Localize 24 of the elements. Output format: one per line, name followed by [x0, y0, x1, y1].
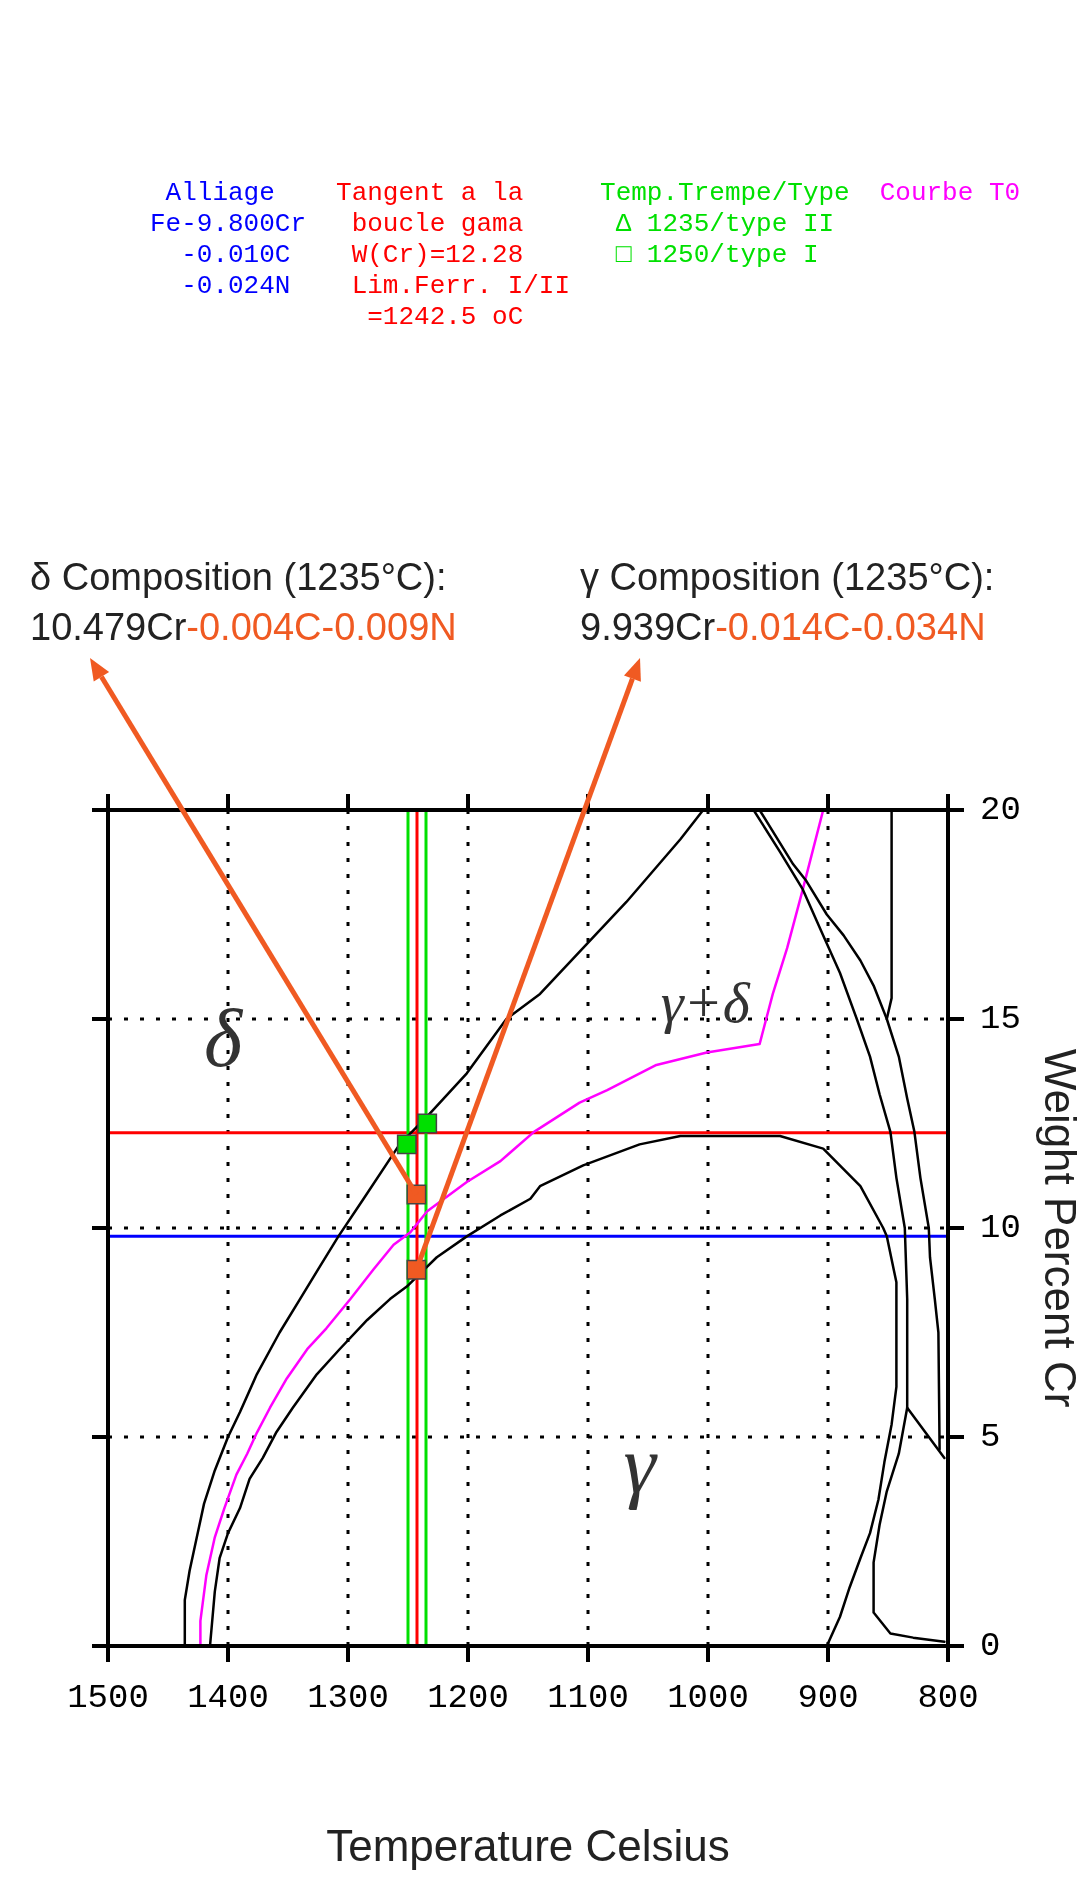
x-axis-title: Temperature Celsius — [326, 1820, 730, 1870]
x-tick-label: 1400 — [187, 1679, 269, 1718]
text: Courbe T0 — [879, 178, 1021, 208]
annotation: γ+δ — [660, 969, 751, 1035]
ref-line-label: Tangent a la boucle gama W(Cr)=12.28 Lim.Ferr. I/II =1242.5 oC — [336, 178, 571, 332]
y-tick-label: 20 — [980, 791, 1021, 829]
y-tick-label: 5 — [980, 1418, 1001, 1456]
annotation: δ Composition (1235°C): 10.479Cr-0.004C-0.009N — [30, 556, 457, 648]
annotation: δ — [204, 992, 245, 1084]
ref-line-label: Alliage Fe-9.800Cr -0.010C -0.024N — [150, 178, 307, 301]
x-tick-label: 1300 — [307, 1679, 389, 1718]
y-tick-label: 10 — [980, 1209, 1021, 1247]
x-tick-label: 800 — [917, 1679, 979, 1718]
x-tick-label: 1000 — [667, 1679, 749, 1718]
x-tick-label: 900 — [797, 1679, 859, 1718]
y-axis-title: Weight Percent Cr — [1036, 1048, 1086, 1408]
x-tick-label: 1100 — [547, 1679, 629, 1718]
y-tick-label: 0 — [980, 1627, 1001, 1665]
ref-line-label: Temp.Trempe/Type Δ 1235/type II □ 1250/type I — [600, 178, 850, 270]
annotation: γ Composition (1235°C): 9.939Cr-0.014C-0.034N — [580, 556, 995, 648]
x-tick-label: 1200 — [427, 1679, 509, 1718]
y-tick-label: 15 — [980, 1000, 1021, 1038]
annotation: γ — [623, 1419, 659, 1510]
x-tick-label: 1500 — [67, 1679, 149, 1718]
